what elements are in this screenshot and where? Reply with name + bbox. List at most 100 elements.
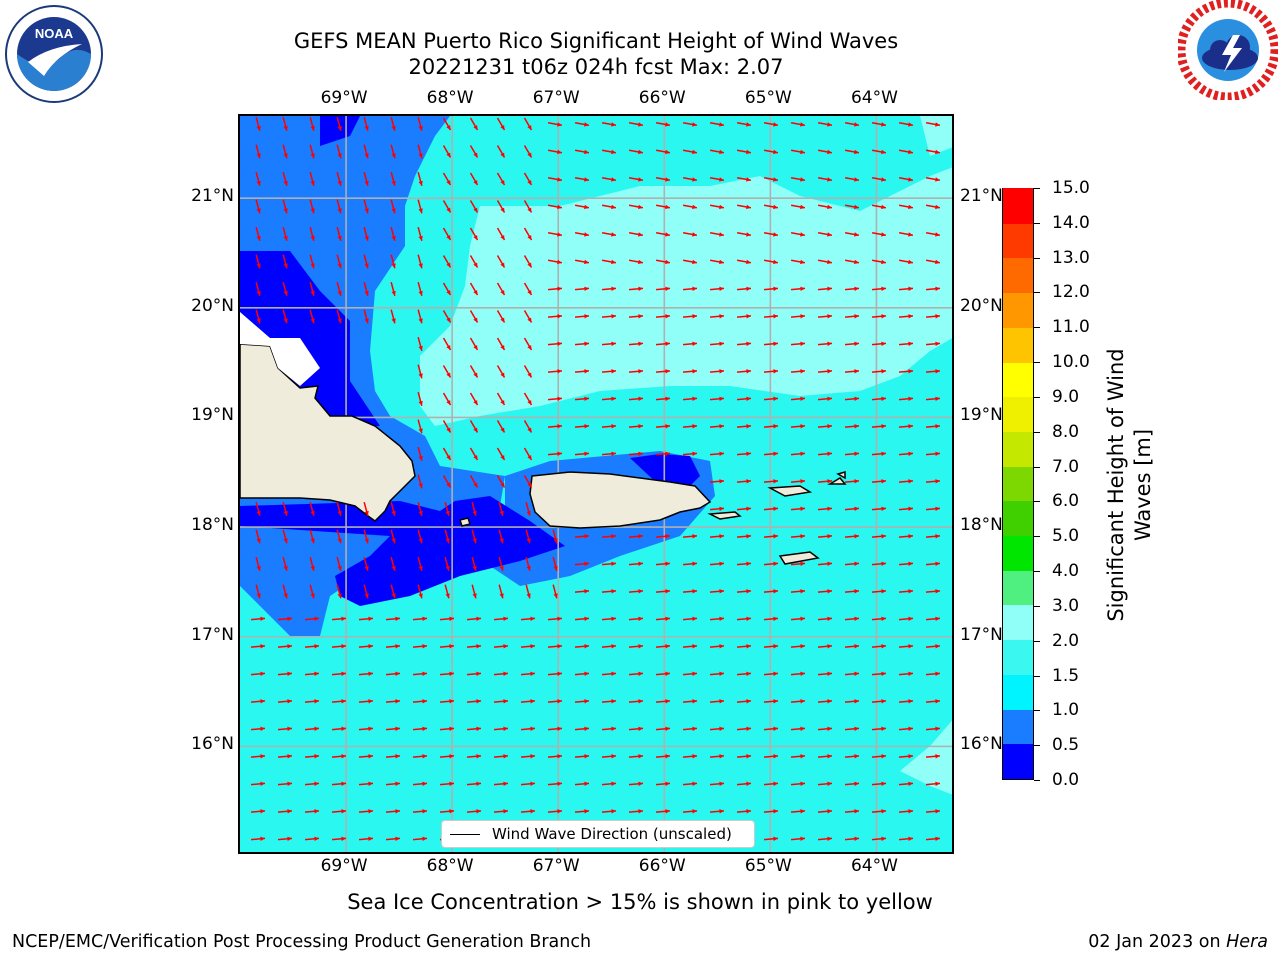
colorbar-tick-label: 9.0 — [1052, 386, 1080, 407]
wave-direction-arrow — [925, 726, 941, 731]
wave-direction-arrow — [763, 699, 779, 704]
wave-direction-arrow — [844, 506, 860, 511]
lon-label-bottom: 65°W — [744, 856, 792, 876]
wave-direction-arrow — [496, 255, 506, 268]
wave-direction-arrow — [925, 644, 941, 649]
wave-direction-arrow — [547, 314, 563, 319]
wave-direction-arrow — [628, 589, 644, 594]
wave-direction-arrow — [763, 424, 779, 429]
wave-direction-arrow — [331, 809, 347, 814]
wave-direction-arrow — [682, 589, 698, 594]
wave-direction-arrow — [790, 259, 806, 265]
wave-direction-arrow — [547, 644, 563, 649]
wave-direction-arrow — [871, 671, 887, 676]
wave-direction-arrow — [871, 149, 887, 155]
wave-direction-arrow — [282, 502, 288, 516]
colorbar-segment — [1003, 569, 1033, 606]
wave-direction-arrow — [628, 616, 644, 621]
colorbar-tick-label: 2.0 — [1052, 630, 1080, 651]
wave-direction-arrow — [336, 529, 342, 544]
wave-direction-arrow — [925, 451, 941, 456]
wave-direction-arrow — [655, 122, 671, 127]
wave-direction-arrow — [763, 341, 779, 346]
wave-direction-arrow — [417, 309, 423, 324]
wave-direction-arrow — [844, 616, 860, 621]
wave-direction-arrow — [817, 369, 833, 374]
wave-direction-arrow — [442, 392, 452, 406]
colorbar-tick — [1034, 605, 1040, 607]
wave-direction-arrow — [655, 809, 671, 814]
wave-direction-arrow — [844, 781, 860, 786]
wave-direction-arrow — [898, 671, 914, 676]
wave-direction-arrow — [363, 584, 369, 599]
wave-direction-arrow — [682, 232, 698, 237]
wave-direction-arrow — [547, 177, 563, 182]
wave-direction-arrow — [304, 699, 320, 704]
wave-direction-arrow — [871, 396, 887, 401]
wave-direction-arrow — [844, 479, 860, 484]
wave-direction-arrow — [790, 726, 806, 731]
colorbar-tick-label: 13.0 — [1052, 247, 1090, 268]
wave-direction-arrow — [390, 529, 396, 544]
wave-direction-arrow — [790, 424, 806, 429]
wave-direction-arrow — [469, 172, 479, 186]
wave-direction-arrow — [601, 589, 617, 594]
wave-direction-arrow — [250, 754, 266, 759]
wave-direction-arrow — [655, 232, 671, 237]
st-croix — [778, 551, 820, 565]
wave-direction-arrow — [898, 589, 914, 594]
colorbar-tick — [1034, 780, 1040, 781]
colorbar-label: Significant Height of Wind Waves [m] — [1103, 348, 1157, 621]
wave-direction-arrow — [390, 584, 396, 599]
lon-label-top: 69°W — [320, 88, 368, 108]
wave-direction-arrow — [844, 699, 860, 704]
wave-direction-arrow — [844, 177, 860, 182]
wave-direction-arrow — [469, 447, 479, 461]
wave-direction-arrow — [601, 369, 617, 374]
wave-direction-arrow — [655, 616, 671, 621]
wave-direction-arrow — [520, 809, 536, 814]
colorbar-tick — [1034, 362, 1040, 364]
wave-direction-arrow — [871, 259, 887, 265]
wave-direction-arrow — [790, 809, 806, 814]
wave-direction-arrow — [363, 557, 369, 571]
colorbar-tick — [1034, 431, 1040, 433]
wave-direction-arrow — [736, 396, 752, 401]
wave-direction-arrow — [844, 396, 860, 401]
wave-direction-arrow — [442, 145, 452, 158]
wave-direction-arrow — [898, 314, 914, 319]
wave-direction-arrow — [709, 754, 725, 759]
wave-direction-arrow — [844, 561, 860, 566]
wave-direction-arrow — [520, 726, 536, 731]
wave-direction-arrow — [844, 204, 860, 210]
wave-direction-arrow — [709, 561, 725, 566]
credit-right: 02 Jan 2023 on Hera — [1088, 932, 1268, 952]
band-0-0.5-south — [240, 496, 565, 606]
wave-direction-arrow — [309, 144, 315, 159]
wave-direction-arrow — [417, 584, 423, 599]
wave-direction-arrow — [736, 699, 752, 704]
wave-direction-arrow — [520, 781, 536, 786]
wave-direction-arrow — [790, 534, 806, 539]
wave-direction-arrow — [601, 561, 617, 566]
wave-direction-arrow — [763, 259, 779, 265]
wave-direction-arrow — [466, 726, 482, 731]
wave-direction-arrow — [493, 754, 509, 759]
wave-direction-arrow — [255, 144, 261, 159]
wave-direction-arrow — [655, 369, 671, 374]
wave-direction-arrow — [763, 149, 779, 155]
wave-direction-arrow — [390, 254, 396, 269]
wave-direction-arrow — [417, 557, 423, 571]
wave-direction-arrow — [363, 254, 369, 269]
wave-direction-arrow — [442, 365, 452, 378]
wave-direction-arrow — [736, 232, 752, 237]
noaa-logo: NOAA — [4, 4, 104, 104]
wave-direction-arrow — [898, 232, 914, 237]
wave-direction-arrow — [412, 644, 428, 649]
wave-direction-arrow — [682, 369, 698, 374]
wave-direction-arrow — [736, 589, 752, 594]
wave-direction-arrow — [574, 396, 590, 401]
wave-direction-arrow — [925, 671, 941, 676]
lat-label-left: 21°N — [191, 186, 234, 207]
wave-direction-arrow — [682, 177, 698, 182]
